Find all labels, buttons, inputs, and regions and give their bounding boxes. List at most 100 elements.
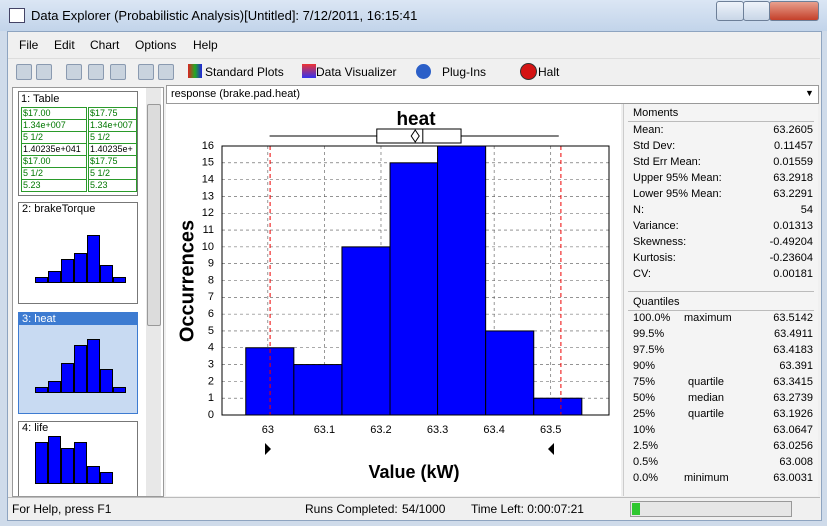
chart-title: heat [396, 109, 436, 130]
y-tick-label: 14 [202, 174, 214, 186]
quantile-label: quartile [684, 376, 728, 388]
status-bar: For Help, press F1 Runs Completed: 54/10… [8, 497, 820, 520]
y-tick-label: 16 [202, 140, 214, 152]
thumbnail-bar [35, 277, 48, 283]
data-visualizer-icon [302, 64, 316, 78]
quantile-value: 63.3415 [773, 376, 813, 388]
thumbnail[interactable]: 1: Table$17.00$17.751.34e+0071.34e+0075 … [18, 91, 138, 196]
y-tick-label: 15 [202, 157, 214, 169]
app-icon [9, 8, 25, 23]
scrollbar[interactable] [146, 88, 161, 496]
x-axis-label: Value (kW) [368, 462, 459, 482]
y-tick-label: 9 [208, 258, 214, 270]
response-text: response (brake.pad.heat) [171, 88, 300, 100]
moment-label: CV: [633, 268, 651, 280]
y-tick-label: 6 [208, 308, 214, 320]
quantile-value: 63.2739 [773, 392, 813, 404]
moment-label: Skewness: [633, 236, 686, 248]
thumbnail-bar [61, 363, 74, 393]
quantile-pct: 97.5% [633, 344, 664, 356]
y-tick-label: 5 [208, 325, 214, 337]
thumbnail-bar [100, 265, 113, 283]
moment-value: 63.2291 [773, 188, 813, 200]
thumbnail-bar [35, 387, 48, 393]
moment-value: 63.2918 [773, 172, 813, 184]
toolbar-icon[interactable] [36, 64, 52, 80]
x-tick-label: 63.2 [370, 424, 391, 436]
x-tick-label: 63.5 [540, 424, 561, 436]
range-arrow [265, 443, 271, 455]
thumbnail-bar [74, 253, 87, 283]
menu-item[interactable]: Help [193, 38, 218, 52]
thumbnail[interactable]: 4: life [18, 421, 138, 497]
thumbnail-bar [48, 381, 61, 393]
y-axis-label: Occurrences [176, 220, 198, 342]
toolbar-icon[interactable] [66, 64, 82, 80]
scroll-thumb[interactable] [147, 104, 161, 326]
thumbnail-bar [100, 369, 113, 393]
y-tick-label: 7 [208, 291, 214, 303]
standard-plots-icon [188, 64, 202, 78]
bar [486, 331, 534, 415]
menu-item[interactable]: Options [135, 38, 176, 52]
progress-bar [630, 501, 792, 517]
moment-value: 63.2605 [773, 124, 813, 136]
quantile-label: minimum [684, 472, 728, 484]
moment-value: 0.00181 [773, 268, 813, 280]
menu-item[interactable]: Chart [90, 38, 119, 52]
moment-value: 0.11457 [774, 140, 813, 152]
halt-button[interactable]: Halt [538, 65, 559, 79]
thumbnail[interactable]: 2: brakeTorque [18, 202, 138, 304]
help-hint: For Help, press F1 [12, 502, 111, 516]
thumbnail-bar [87, 466, 100, 484]
menu-bar: File Edit Chart Options Help [8, 35, 820, 55]
close-button[interactable] [769, 1, 819, 21]
thumbnail-bar [61, 448, 74, 484]
maximize-button[interactable] [743, 1, 770, 21]
moment-label: Mean: [633, 124, 664, 136]
thumbnail[interactable]: 3: heat [18, 312, 138, 414]
quantile-value: 63.008 [779, 456, 813, 468]
thumbnail-label: 1: Table [21, 93, 59, 105]
y-tick-label: 8 [208, 274, 214, 286]
thumbnail-bar [74, 345, 87, 393]
toolbar-icon[interactable] [110, 64, 126, 80]
thumbnail-bar [113, 387, 126, 393]
y-tick-label: 12 [202, 207, 214, 219]
moment-label: Kurtosis: [633, 252, 676, 264]
quantile-value: 63.4911 [774, 328, 813, 340]
y-tick-label: 13 [202, 190, 214, 202]
toolbar-icon[interactable] [138, 64, 154, 80]
plug-ins-button[interactable]: Plug-Ins [442, 65, 486, 79]
bar [534, 398, 582, 415]
chart: heatOccurrencesValue (kW)012345678910111… [166, 104, 621, 496]
section-title: Quantiles [633, 296, 679, 308]
menu-item[interactable]: File [19, 38, 38, 52]
progress-fill [632, 503, 640, 515]
data-visualizer-button[interactable]: Data Visualizer [316, 65, 396, 79]
moment-value: 54 [801, 204, 813, 216]
stats-panel: MomentsMean:63.2605Std Dev:0.11457Std Er… [623, 104, 818, 496]
toolbar-icon[interactable] [158, 64, 174, 80]
y-tick-label: 11 [203, 224, 214, 236]
quantile-pct: 90% [633, 360, 655, 372]
y-tick-label: 1 [208, 392, 214, 404]
menu-item[interactable]: Edit [54, 38, 75, 52]
section-title: Moments [633, 107, 678, 119]
runs-label: Runs Completed: [305, 502, 398, 516]
divider [628, 291, 814, 292]
standard-plots-button[interactable]: Standard Plots [205, 65, 284, 79]
moment-value: 0.01559 [773, 156, 813, 168]
response-dropdown[interactable]: response (brake.pad.heat) ▼ [166, 85, 819, 104]
range-arrow [548, 443, 554, 455]
bar [342, 247, 390, 415]
help-icon[interactable] [416, 64, 431, 79]
minimize-button[interactable] [716, 1, 744, 21]
quantile-value: 63.391 [779, 360, 813, 372]
quantile-value: 63.0647 [773, 424, 813, 436]
moment-label: Std Err Mean: [633, 156, 701, 168]
quantile-pct: 2.5% [633, 440, 658, 452]
bar [390, 163, 438, 415]
toolbar-icon[interactable] [16, 64, 32, 80]
toolbar-icon[interactable] [88, 64, 104, 80]
